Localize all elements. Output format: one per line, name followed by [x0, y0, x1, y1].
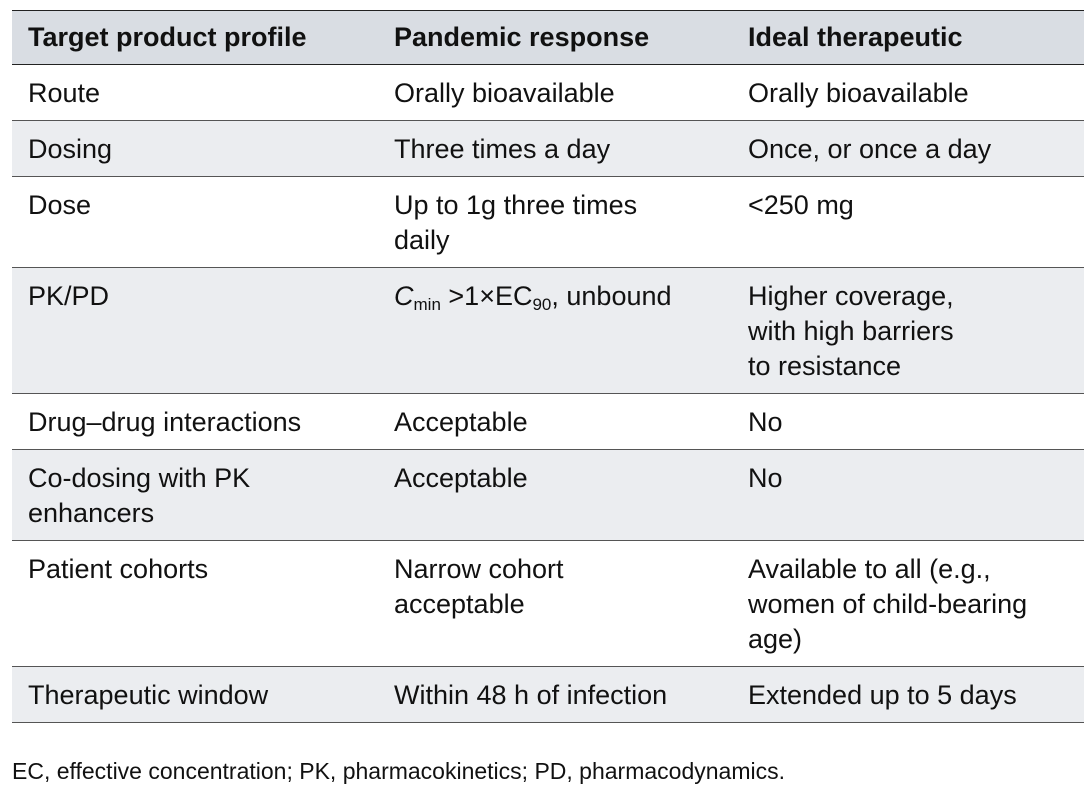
- cell-pandemic: Acceptable: [394, 463, 528, 493]
- cell-ideal: Higher coverage, with high barriers to r…: [748, 281, 954, 381]
- cell-ideal: Extended up to 5 days: [748, 680, 1017, 710]
- cell-ideal: <250 mg: [748, 190, 854, 220]
- target-product-profile-table: Target product profile Pandemic response…: [12, 10, 1084, 723]
- cell-pandemic: Within 48 h of infection: [394, 680, 668, 710]
- table-footnote: EC, effective concentration; PK, pharmac…: [12, 758, 785, 784]
- header-ideal-therapeutic: Ideal therapeutic: [748, 22, 963, 52]
- table-row-drug-interactions: Drug–drug interactions Acceptable No: [12, 393, 1084, 450]
- table-row-patient-cohorts: Patient cohorts Narrow cohort acceptable…: [12, 540, 1084, 667]
- unbound-text: , unbound: [551, 281, 672, 311]
- cell-profile: Dose: [28, 190, 92, 220]
- cell-pandemic: Three times a day: [394, 134, 611, 164]
- c-min-subscript: min: [413, 295, 441, 314]
- table-row-dose: Dose Up to 1g three times daily <250 mg: [12, 176, 1084, 268]
- ec-text: >1×EC: [440, 281, 533, 311]
- header-target-product-profile: Target product profile: [28, 22, 307, 52]
- cell-profile: Dosing: [28, 134, 113, 164]
- table-header-row: Target product profile Pandemic response…: [12, 10, 1084, 65]
- cell-profile: Route: [28, 78, 101, 108]
- table-row-route: Route Orally bioavailable Orally bioavai…: [12, 64, 1084, 121]
- cell-profile: Patient cohorts: [28, 554, 209, 584]
- cell-ideal: Once, or once a day: [748, 134, 992, 164]
- table-row-dosing: Dosing Three times a day Once, or once a…: [12, 120, 1084, 177]
- c-symbol: C: [394, 281, 414, 311]
- cell-ideal: No: [748, 463, 783, 493]
- cell-profile: PK/PD: [28, 281, 110, 311]
- cell-pandemic: Narrow cohort acceptable: [394, 554, 564, 619]
- header-pandemic-response: Pandemic response: [394, 22, 650, 52]
- table-row-therapeutic-window: Therapeutic window Within 48 h of infect…: [12, 666, 1084, 723]
- table-row-co-dosing: Co-dosing with PK enhancers Acceptable N…: [12, 449, 1084, 541]
- ec-subscript: 90: [532, 295, 552, 314]
- target-product-profile-table-container: Target product profile Pandemic response…: [12, 10, 1084, 723]
- cell-profile: Therapeutic window: [28, 680, 269, 710]
- cell-profile: Drug–drug interactions: [28, 407, 302, 437]
- table-row-pk-pd: PK/PD Cmin >1×EC90, unbound Higher cover…: [12, 267, 1084, 394]
- cell-pandemic: Up to 1g three times daily: [394, 190, 638, 255]
- cell-pandemic: Cmin >1×EC90, unbound: [378, 268, 732, 394]
- cell-ideal: No: [748, 407, 783, 437]
- cell-profile: Co-dosing with PK enhancers: [28, 463, 251, 528]
- cell-pandemic: Orally bioavailable: [394, 78, 615, 108]
- cell-ideal: Available to all (e.g., women of child-b…: [748, 554, 1028, 654]
- cell-ideal: Orally bioavailable: [748, 78, 969, 108]
- cell-pandemic: Acceptable: [394, 407, 528, 437]
